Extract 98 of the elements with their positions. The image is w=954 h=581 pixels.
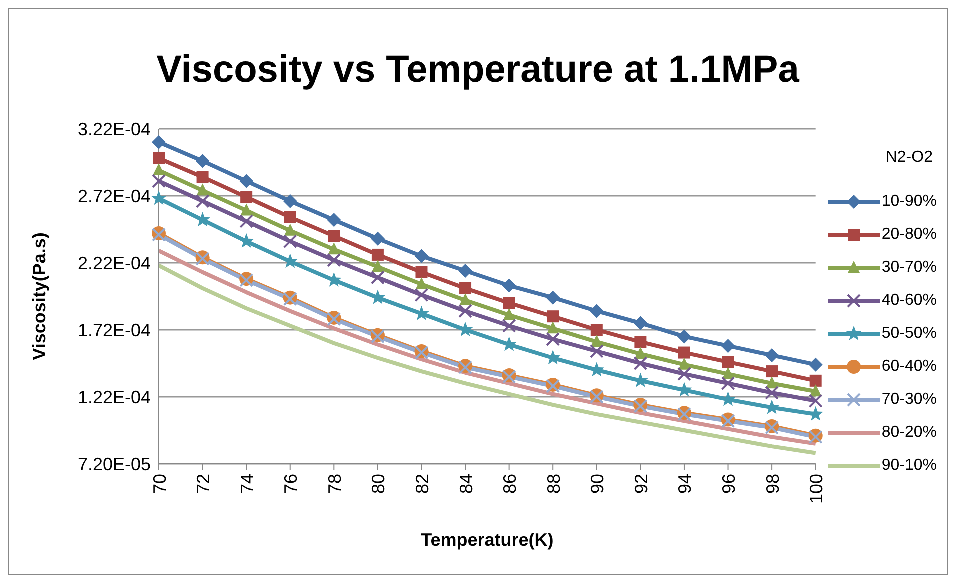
point (240, 191, 253, 204)
y-tick-label: 2.22E-04 (78, 253, 151, 274)
point (283, 194, 298, 208)
point (240, 174, 254, 188)
legend-label: 10-90% (882, 192, 937, 210)
point (370, 270, 385, 285)
x-tick-label: 90 (588, 474, 608, 494)
legend-label: 20-80% (882, 226, 937, 244)
point (677, 330, 692, 344)
point (678, 346, 690, 359)
legend-label: 40-60% (882, 292, 937, 310)
point (460, 294, 472, 306)
point (328, 242, 340, 255)
y-axis-title: Viscosity(Pa.s) (29, 232, 50, 360)
point (458, 304, 473, 318)
chart-title: Viscosity vs Temperature at 1.1MPa (156, 49, 801, 92)
point (152, 135, 166, 150)
point (460, 282, 472, 294)
x-tick-label: 72 (194, 474, 214, 494)
y-tick-label: 7.20E-05 (78, 454, 151, 474)
x-tick-label: 74 (237, 474, 258, 494)
point (372, 260, 384, 272)
point (808, 394, 823, 408)
legend-label: 60-40% (882, 358, 937, 376)
x-tick-label: 96 (719, 474, 740, 494)
point (196, 194, 210, 208)
point (546, 290, 560, 305)
point (766, 366, 778, 378)
legend-label: 30-70% (882, 258, 937, 276)
point (503, 308, 516, 320)
point (502, 318, 516, 333)
point (416, 266, 428, 278)
point (634, 336, 647, 348)
y-tick-label: 1.22E-04 (78, 387, 151, 408)
point (240, 204, 253, 216)
point (196, 184, 209, 196)
point (414, 249, 429, 264)
point (283, 234, 298, 249)
point (722, 356, 734, 368)
point (765, 348, 780, 362)
point (372, 248, 384, 261)
point (590, 324, 603, 336)
point (722, 367, 734, 380)
point (416, 277, 428, 290)
point (590, 344, 604, 358)
point (153, 164, 165, 176)
x-tick-label: 84 (456, 474, 476, 494)
x-tick-label: 94 (675, 474, 696, 494)
legend-title: N2-O2 (884, 149, 934, 167)
point (590, 304, 604, 318)
point (414, 288, 429, 302)
legend-label: 50-50% (882, 324, 937, 342)
x-tick-label: 80 (368, 474, 389, 494)
point (677, 367, 692, 382)
point (458, 264, 473, 278)
point (502, 278, 516, 293)
x-tick-label: 78 (324, 474, 345, 494)
point (678, 358, 690, 370)
x-axis-title: Temperature(K) (421, 530, 554, 550)
x-tick-label: 92 (631, 474, 652, 494)
point (152, 174, 166, 188)
point (370, 232, 385, 246)
point (327, 253, 342, 268)
legend-label: 80-20% (882, 424, 937, 442)
point (284, 211, 296, 224)
x-tick-label: 100 (806, 474, 827, 504)
point (546, 332, 560, 346)
point (808, 358, 823, 372)
point (284, 224, 296, 236)
point (766, 376, 778, 389)
point (634, 356, 648, 370)
x-tick-label: 70 (150, 474, 170, 494)
x-tick-label: 98 (762, 474, 783, 494)
point (547, 322, 560, 334)
x-tick-label: 82 (412, 474, 433, 494)
point (328, 230, 340, 242)
x-tick-label: 86 (500, 474, 520, 494)
point (721, 376, 736, 391)
point (810, 374, 822, 387)
point (153, 152, 165, 164)
point (240, 214, 254, 228)
point (196, 154, 210, 168)
point (808, 406, 824, 421)
legend-label: 90-10% (882, 456, 937, 474)
y-tick-label: 3.22E-04 (78, 119, 151, 140)
point (547, 310, 560, 323)
x-tick-label: 76 (281, 474, 302, 494)
y-tick-label: 1.72E-04 (78, 320, 151, 340)
point (327, 213, 342, 228)
legend-label: 70-30% (882, 390, 937, 408)
point (151, 190, 167, 206)
point (634, 316, 648, 330)
point (196, 171, 209, 184)
point (721, 339, 736, 354)
x-tick-label: 88 (544, 474, 564, 494)
y-tick-label: 2.72E-04 (78, 186, 151, 206)
point (765, 386, 780, 400)
point (503, 297, 516, 310)
